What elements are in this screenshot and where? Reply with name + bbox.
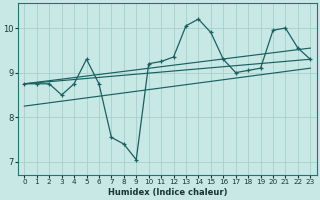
X-axis label: Humidex (Indice chaleur): Humidex (Indice chaleur) bbox=[108, 188, 227, 197]
